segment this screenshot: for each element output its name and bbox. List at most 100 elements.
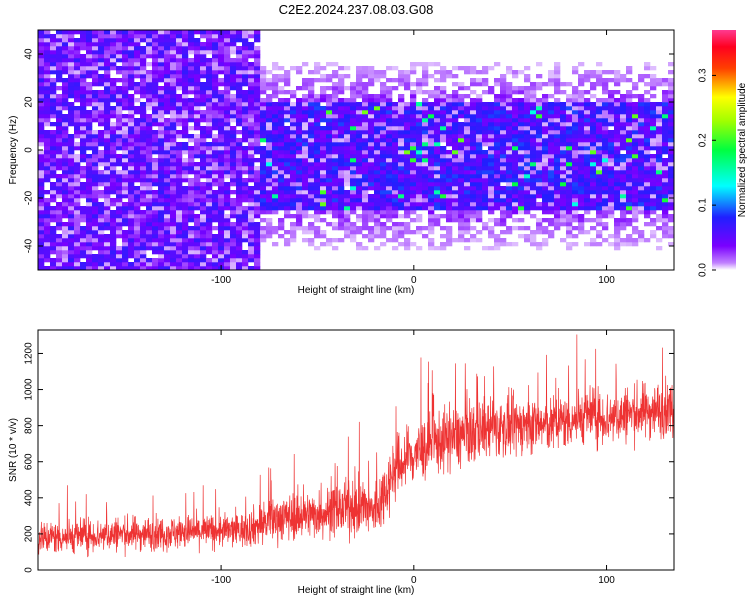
spectrogram-cell [350,194,357,199]
spectrogram-cell [656,218,663,223]
spectrogram-cell [308,86,315,91]
spectrogram-cell [272,66,279,71]
spectrogram-cell [140,166,147,171]
spectrogram-cell [362,130,369,135]
x-tick-label: 0 [411,275,417,286]
spectrogram-cell [128,194,135,199]
spectrogram-cell [68,54,75,59]
spectrogram-cell [56,102,63,107]
spectrogram-cell [170,134,177,139]
spectrogram-cell [440,174,447,179]
spectrogram-cell [170,150,177,155]
spectrogram-cell [308,130,315,135]
spectrogram-cell [332,186,339,191]
spectrogram-cell [662,122,669,127]
spectrogram-cell [446,150,453,155]
spectrogram-cell [512,242,519,247]
spectrogram-cell [134,266,141,271]
spectrogram-cell [662,98,669,103]
spectrogram-cell [518,190,525,195]
spectrogram-cell [560,146,567,151]
spectrogram-cell [650,222,657,227]
spectrogram-cell [140,262,147,267]
spectrogram-cell [254,198,261,203]
spectrogram-cell [224,226,231,231]
spectrogram-cell [566,222,573,227]
spectrogram-cell [662,138,669,143]
spectrogram-cell [188,62,195,67]
spectrogram-cell [164,54,171,59]
spectrogram-cell [224,50,231,55]
spectrogram-cell [248,142,255,147]
spectrogram-cell [140,118,147,123]
spectrogram-cell [224,134,231,139]
spectrogram-cell [476,198,483,203]
spectrogram-cell [38,138,45,143]
spectrogram-cell [608,110,615,115]
spectrogram-cell [332,206,339,211]
spectrogram-cell [566,118,573,123]
spectrogram-cell [122,118,129,123]
spectrogram-cell [86,98,93,103]
spectrogram-cell [572,150,579,155]
spectrogram-cell [584,118,591,123]
spectrogram-cell [164,182,171,187]
spectrogram-cell [134,242,141,247]
spectrogram-cell [638,162,645,167]
spectrogram-cell [566,114,573,119]
spectrogram-cell [164,158,171,163]
spectrogram-cell [212,170,219,175]
spectrogram-cell [194,262,201,267]
spectrogram-cell [188,138,195,143]
spectrogram-cell [392,246,399,251]
spectrogram-cell [182,114,189,119]
spectrogram-cell [158,122,165,127]
spectrogram-cell [260,106,267,111]
spectrogram-cell [56,222,63,227]
spectrogram-cell [164,234,171,239]
spectrogram-cell [602,226,609,231]
spectrogram-cell [302,226,309,231]
spectrogram-cell [128,66,135,71]
spectrogram-cell [302,198,309,203]
spectrogram-cell [344,166,351,171]
spectrogram-cell [650,202,657,207]
spectrogram-cell [50,70,57,75]
spectrogram-cell [608,146,615,151]
spectrogram-cell [470,118,477,123]
spectrogram-cell [152,166,159,171]
spectrogram-cell [86,110,93,115]
spectrogram-cell [656,202,663,207]
spectrogram-cell [374,166,381,171]
spectrogram-y-label: Frequency (Hz) [8,116,19,185]
spectrogram-cell [632,182,639,187]
spectrogram-cell [416,62,423,67]
spectrogram-cell [116,186,123,191]
spectrogram-cell [620,118,627,123]
spectrogram-cell [524,194,531,199]
spectrogram-cell [422,182,429,187]
spectrogram-cell [122,246,129,251]
spectrogram-cell [164,78,171,83]
spectrogram-cell [176,206,183,211]
spectrogram-cell [326,106,333,111]
spectrogram-cell [554,70,561,75]
spectrogram-cell [578,226,585,231]
spectrogram-cell [446,186,453,191]
spectrogram-cell [368,114,375,119]
spectrogram-cell [122,142,129,147]
spectrogram-cell [140,146,147,151]
spectrogram-cell [284,102,291,107]
spectrogram-cell [230,190,237,195]
spectrogram-cell [632,102,639,107]
spectrogram-cell [116,230,123,235]
spectrogram-cell [212,254,219,259]
spectrogram-cell [254,134,261,139]
spectrogram-cell [188,182,195,187]
spectrogram-cell [644,90,651,95]
spectrogram-cell [416,118,423,123]
spectrogram-cells [38,30,675,271]
spectrogram-cell [80,130,87,135]
spectrogram-cell [134,42,141,47]
spectrogram-cell [284,178,291,183]
